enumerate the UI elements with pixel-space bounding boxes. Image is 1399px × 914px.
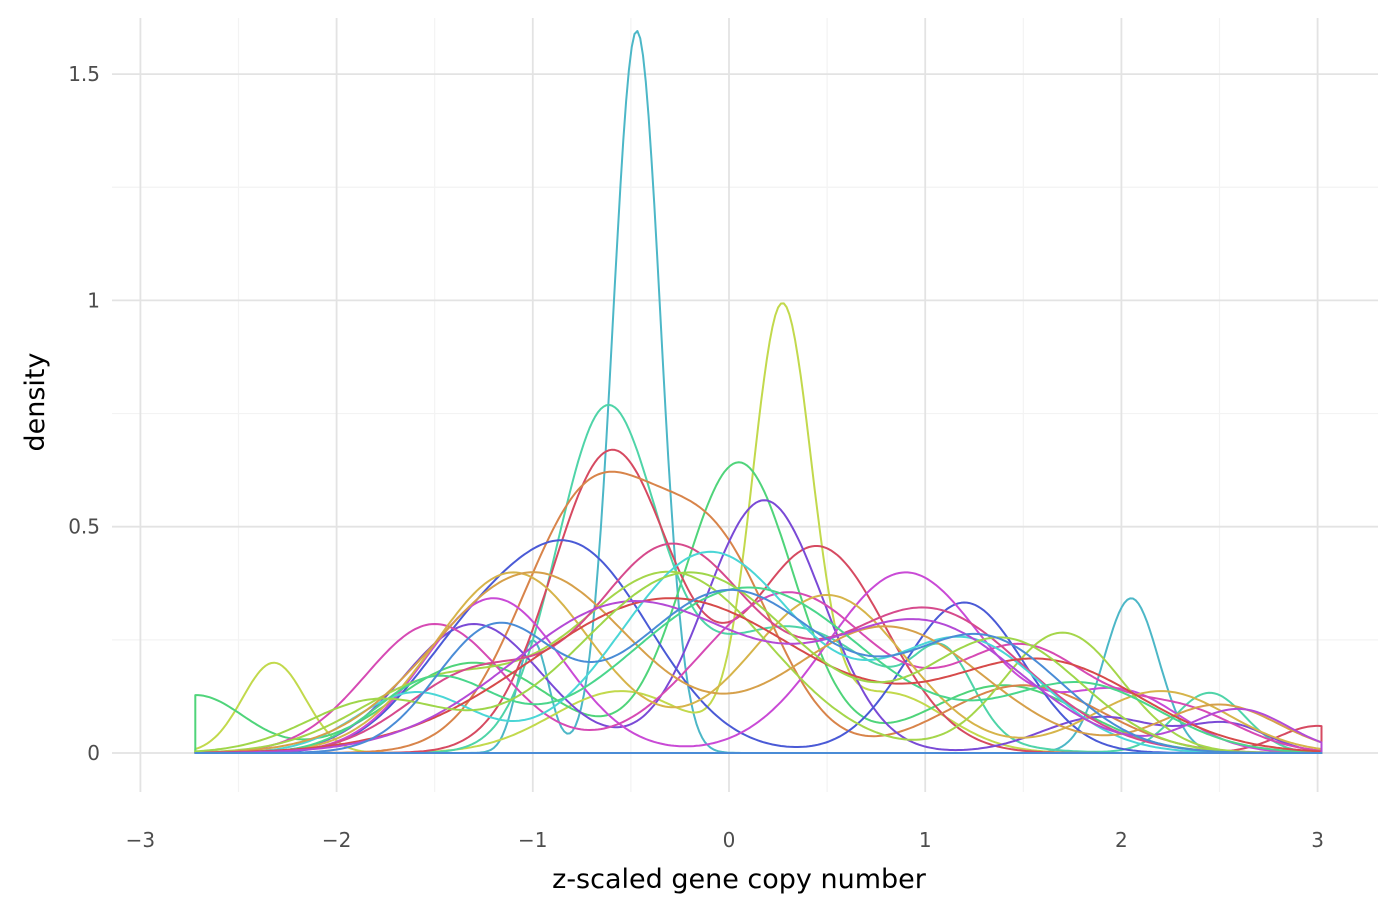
y-tick-label: 0 [87, 741, 100, 765]
x-tick-label: −2 [322, 828, 351, 852]
x-tick-label: 0 [723, 828, 736, 852]
y-tick-label: 1 [87, 288, 100, 312]
x-tick-label: −1 [518, 828, 547, 852]
x-tick-label: 1 [919, 828, 932, 852]
x-axis-title: z-scaled gene copy number [552, 864, 927, 895]
y-tick-label: 1.5 [68, 62, 100, 86]
x-axis-tick-labels: −3 −2 −1 0 1 2 3 [126, 828, 1324, 852]
density-curve [194, 588, 1323, 754]
density-curves [194, 30, 1323, 754]
minor-gridlines [112, 18, 1378, 792]
density-curve [194, 571, 1323, 754]
density-curve [194, 550, 1323, 754]
y-axis-title: density [20, 352, 51, 451]
density-curve [194, 542, 1323, 754]
major-gridlines [112, 18, 1378, 792]
density-curve [194, 571, 1323, 754]
y-tick-label: 0.5 [68, 515, 100, 539]
x-tick-label: −3 [126, 828, 155, 852]
density-curve [194, 461, 1323, 754]
x-tick-label: 2 [1115, 828, 1128, 852]
density-curve [194, 470, 1323, 754]
density-curve [194, 586, 1323, 754]
y-axis-tick-labels: 0 0.5 1 1.5 [68, 62, 100, 765]
density-curve [194, 539, 1323, 754]
x-tick-label: 3 [1311, 828, 1324, 852]
